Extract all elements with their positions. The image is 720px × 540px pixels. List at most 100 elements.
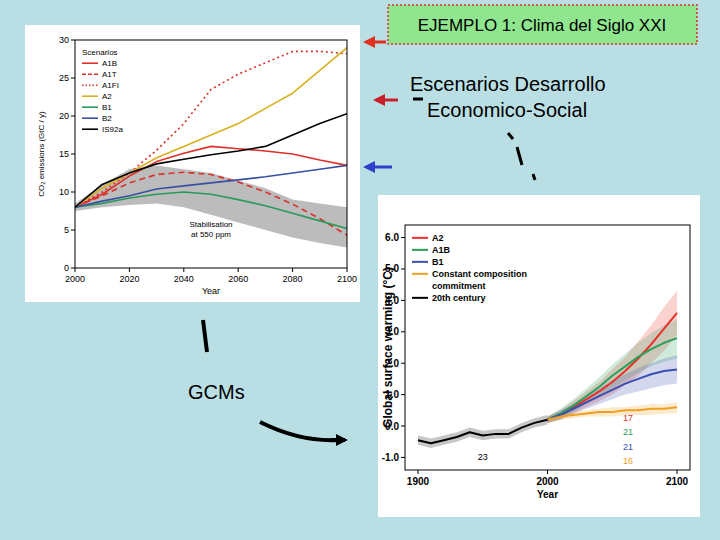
chart: 200020202040206020802100051015202530Year…	[25, 25, 360, 302]
x-tick	[547, 470, 548, 474]
y-tick	[71, 230, 75, 231]
series-line	[75, 165, 347, 207]
arrow-head	[363, 161, 375, 173]
x-tick-label: 2100	[337, 274, 357, 284]
y-tick-label: 10	[59, 187, 69, 197]
dash	[413, 98, 423, 101]
plot-frame	[405, 225, 690, 470]
plot-frame	[75, 40, 347, 268]
arrow-shaft	[260, 422, 338, 440]
x-tick-label: 2000	[65, 274, 85, 284]
chart: 190020002100-1.00.01.02.03.04.05.06.0Yea…	[378, 195, 700, 517]
y-tick	[401, 426, 405, 427]
dash	[203, 320, 207, 352]
model-count: 21	[623, 427, 633, 437]
legend-swatch	[412, 237, 428, 239]
x-tick-label: 2060	[228, 274, 248, 284]
x-tick	[183, 268, 184, 272]
model-count: 17	[623, 413, 633, 423]
legend-label: A1B	[102, 59, 117, 68]
arrow-head	[373, 94, 385, 106]
slide-title: EJEMPLO 1: Clima del Siglo XXI	[418, 16, 666, 35]
model-count: 21	[623, 442, 633, 452]
series-line	[548, 369, 678, 419]
series-line	[75, 48, 347, 208]
series-line	[548, 313, 678, 420]
title-box	[388, 5, 697, 44]
legend-label: A2	[432, 233, 444, 243]
legend-label-line: Constant composition	[432, 269, 527, 279]
dash	[508, 133, 513, 139]
series-line	[75, 51, 347, 207]
model-count: 16	[623, 456, 633, 466]
y-tick	[71, 268, 75, 269]
x-tick	[417, 470, 418, 474]
y-axis-label: Global surface warming (°C)	[381, 267, 395, 428]
x-tick	[75, 268, 76, 272]
legend-label: A1B	[432, 245, 451, 255]
y-tick	[401, 363, 405, 364]
y-tick	[71, 116, 75, 117]
model-label: GCMs	[188, 381, 245, 403]
y-tick	[401, 394, 405, 395]
x-tick-label: 1900	[407, 476, 430, 487]
legend-swatch	[82, 62, 98, 64]
dash	[533, 174, 535, 180]
legend-label-line: commitment	[432, 281, 486, 291]
x-tick	[347, 268, 348, 272]
uncertainty-band	[548, 291, 678, 423]
y-tick	[71, 192, 75, 193]
band-label-line: Stabilisation	[189, 220, 232, 229]
y-tick-label: 5	[64, 225, 69, 235]
uncertainty-band	[75, 165, 347, 247]
slide: EJEMPLO 1: Clima del Siglo XXIEscenarios…	[0, 0, 720, 540]
x-tick-label: 2100	[666, 476, 689, 487]
legend-swatch	[412, 249, 428, 251]
legend-swatch	[82, 106, 98, 108]
scenario-label: Economico-Social	[427, 99, 587, 121]
y-tick	[401, 237, 405, 238]
band-label-line: at 550 ppm	[191, 230, 231, 239]
x-tick-label: 2080	[283, 274, 303, 284]
series-line	[75, 192, 347, 228]
y-tick-label: -1.0	[382, 452, 400, 463]
y-tick	[401, 300, 405, 301]
x-tick	[292, 268, 293, 272]
legend-label: A1T	[102, 70, 117, 79]
legend-label: Constant composition commitment	[432, 269, 527, 291]
plot-area	[418, 291, 677, 448]
uncertainty-band	[418, 415, 548, 448]
y-axis-label: CO₂ emissions (GtC / y)	[37, 111, 46, 197]
legend-label: 20th century	[432, 293, 486, 303]
legend-label: B2	[102, 114, 112, 123]
legend-label: B1	[102, 103, 112, 112]
legend: A2A1BB1Constant compositioncommitment20t…	[412, 233, 527, 303]
model-count: 23	[478, 452, 488, 462]
x-tick-label: 2000	[536, 476, 559, 487]
y-tick	[71, 40, 75, 41]
legend-swatch	[82, 128, 98, 130]
series-line	[548, 407, 678, 420]
legend-swatch	[82, 95, 98, 97]
x-tick-label: 2040	[174, 274, 194, 284]
y-tick	[71, 154, 75, 155]
y-tick-label: 30	[59, 35, 69, 45]
band-label: Stabilisationat 550 ppm	[189, 220, 232, 239]
legend: ScenariosA1BA1TA1FIA2B1B2IS92a	[79, 44, 131, 138]
y-tick-label: 6.0	[385, 232, 399, 243]
x-axis-label: Year	[202, 286, 220, 296]
x-tick	[129, 268, 130, 272]
plot-area	[75, 48, 347, 248]
y-tick	[401, 268, 405, 269]
chart-panel	[378, 195, 700, 517]
legend-label: IS92a	[102, 125, 123, 134]
arrow-head	[336, 434, 348, 446]
legend-swatch	[412, 297, 428, 299]
y-tick	[71, 78, 75, 79]
series-line	[418, 420, 548, 444]
y-tick	[401, 331, 405, 332]
x-axis-label: Year	[537, 489, 558, 500]
legend-swatch	[82, 73, 98, 75]
uncertainty-band	[548, 355, 678, 423]
x-tick	[238, 268, 239, 272]
